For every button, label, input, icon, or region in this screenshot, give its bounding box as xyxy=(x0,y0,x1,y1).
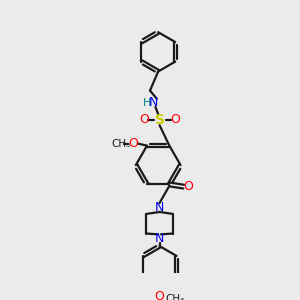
Text: O: O xyxy=(183,180,193,193)
Text: O: O xyxy=(170,113,180,126)
Text: N: N xyxy=(155,201,164,214)
Text: N: N xyxy=(155,232,164,245)
Text: CH₃: CH₃ xyxy=(166,294,185,300)
Text: S: S xyxy=(154,113,164,127)
Text: CH₃: CH₃ xyxy=(111,139,130,148)
Text: O: O xyxy=(154,290,164,300)
Text: O: O xyxy=(139,113,149,126)
Text: O: O xyxy=(128,137,138,150)
Text: H: H xyxy=(143,98,152,108)
Text: N: N xyxy=(149,96,158,110)
